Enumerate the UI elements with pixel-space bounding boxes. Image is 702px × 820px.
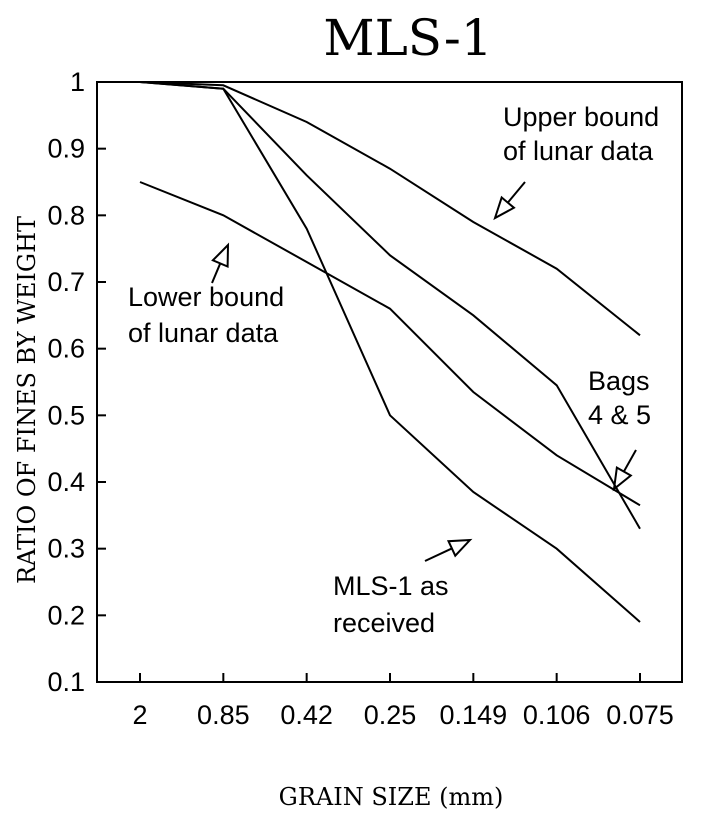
arrow-shaft [507, 181, 526, 204]
y-axis-label: RATIO OF FINES BY WEIGHT [13, 216, 41, 584]
arrow-shaft [211, 263, 222, 284]
arrow-shaft [424, 547, 453, 562]
y-tick-label: 0.6 [47, 334, 85, 364]
y-axis-ticks: 0.1 0.2 0.3 0.4 0.5 0.6 0.7 0.8 0.9 1 [47, 67, 106, 697]
y-tick-label: 0.7 [47, 267, 85, 297]
y-tick-label: 0.2 [47, 600, 85, 630]
annotation-text: 4 & 5 [588, 400, 651, 430]
annotation-text: Upper bound [503, 102, 659, 132]
annotation-text: of lunar data [503, 136, 654, 166]
x-axis-ticks: 2 0.85 0.42 0.25 0.149 0.106 0.075 [132, 673, 674, 730]
arrow-shaft [622, 449, 637, 473]
y-tick-label: 0.4 [47, 467, 85, 497]
annotation-2: Lower bound of lunar data [128, 242, 284, 348]
x-axis-label: GRAIN SIZE (mm) [279, 783, 504, 811]
y-tick-label: 0.3 [47, 534, 85, 564]
annotation-4: MLS-1 as received [333, 538, 473, 638]
annotation-1: Upper bound of lunar data [493, 102, 659, 221]
series-line-4 [139, 81, 641, 623]
annotation-3: Bags 4 & 5 [588, 366, 651, 492]
annotation-layer: Upper bound of lunar data Lower bound of lu… [128, 102, 659, 638]
series-line-3 [139, 181, 641, 507]
annotation-text: Lower bound [128, 282, 284, 312]
x-tick-label: 0.85 [197, 700, 250, 730]
arrow-head [446, 538, 473, 558]
x-tick-label: 0.42 [280, 700, 333, 730]
chart-title: MLS-1 [323, 9, 492, 67]
y-tick-label: 0.9 [47, 134, 85, 164]
x-tick-label: 0.075 [606, 700, 674, 730]
y-tick-label: 0.5 [47, 400, 85, 430]
y-tick-label: 0.1 [47, 667, 85, 697]
series-line-1 [139, 81, 641, 337]
annotation-text: MLS-1 as [333, 571, 449, 601]
annotation-text: Bags [588, 366, 650, 396]
annotation-text: received [333, 608, 435, 638]
x-tick-label: 0.149 [440, 700, 508, 730]
arrow-head [493, 195, 516, 221]
x-tick-label: 0.106 [523, 700, 591, 730]
y-tick-label: 1 [70, 67, 85, 97]
x-tick-label: 2 [132, 700, 147, 730]
arrow-head [211, 242, 230, 269]
x-tick-label: 0.25 [364, 700, 417, 730]
series-layer [139, 81, 641, 623]
annotation-text: of lunar data [128, 318, 279, 348]
y-tick-label: 0.8 [47, 200, 85, 230]
plot-frame [96, 81, 683, 683]
arrow-head [612, 466, 633, 492]
